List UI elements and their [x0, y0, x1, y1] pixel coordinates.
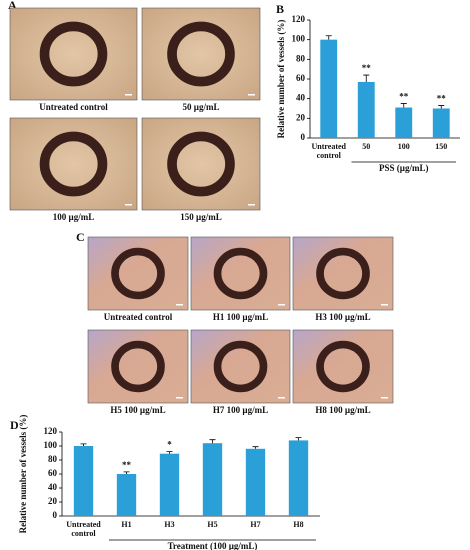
x-tick-label-text: Untreated control: [311, 142, 346, 160]
x-tick-label: H1: [121, 520, 132, 529]
y-tick-label: 0: [301, 132, 306, 142]
y-tick-label: 20: [296, 112, 306, 122]
aortic-ring: [111, 340, 165, 393]
y-axis-label: Relative number of vessels (%): [18, 415, 28, 534]
bar: [432, 108, 450, 138]
x-tick-label-text: H5: [207, 520, 218, 529]
y-tick-label: 60: [296, 73, 306, 83]
x-tick-label: 150: [435, 142, 448, 151]
bar: [288, 440, 309, 516]
scale-bar: [278, 304, 285, 306]
significance-mark: **: [399, 92, 409, 102]
aortic-ring: [111, 247, 165, 300]
significance-mark: *: [167, 440, 172, 450]
x-tick-label: H5: [207, 520, 218, 529]
x-tick-label: 100: [397, 142, 410, 151]
x-tick-label-text: H7: [250, 520, 261, 529]
significance-mark: **: [362, 63, 372, 73]
bar: [395, 107, 413, 138]
x-tick-label: H7: [250, 520, 261, 529]
bar: [357, 81, 375, 138]
image-caption: Untreated control: [104, 312, 173, 322]
aortic-ring: [39, 131, 108, 197]
error-bar: [295, 437, 302, 441]
panel-label: A: [8, 0, 17, 12]
image-caption: H7 100 µg/mL: [213, 405, 268, 415]
image-caption: H3 100 µg/mL: [315, 312, 370, 322]
y-tick-label: 0: [53, 510, 58, 520]
scale-bar: [278, 397, 285, 399]
image-caption: H1 100 µg/mL: [213, 312, 268, 322]
image-caption: H5 100 µg/mL: [110, 405, 165, 415]
x-tick-label-text: H1: [121, 520, 132, 529]
x-axis-label: Treatment (100 µg/mL): [168, 541, 258, 550]
y-tick-label: 20: [48, 496, 58, 506]
panel-label: C: [76, 230, 85, 244]
x-axis-label: PSS (µg/mL): [379, 163, 428, 173]
x-tick-label: H8: [293, 520, 304, 529]
y-tick-label: 60: [48, 468, 58, 478]
bar: [202, 443, 223, 516]
y-tick-label: 40: [296, 93, 306, 103]
scale-bar: [125, 204, 132, 206]
y-axis-label: Relative number of vessels (%): [276, 20, 286, 139]
aortic-ring: [213, 340, 268, 393]
bar: [116, 474, 137, 516]
x-tick-label-text: 100: [397, 142, 410, 151]
error-bar: [123, 471, 130, 474]
y-tick-label: 80: [296, 53, 306, 63]
significance-mark: **: [437, 94, 447, 104]
x-tick-label: 50: [362, 142, 371, 151]
scale-bar: [176, 397, 183, 399]
scale-bar: [248, 204, 255, 206]
bar: [245, 448, 266, 516]
aortic-ring: [39, 21, 108, 87]
error-bar: [325, 35, 332, 40]
y-tick-label: 120: [292, 14, 306, 24]
error-bar: [80, 443, 87, 446]
scale-bar: [176, 304, 183, 306]
panel-label: D: [10, 418, 19, 432]
significance-mark: **: [122, 460, 132, 470]
error-bar: [166, 451, 173, 454]
x-tick-label-text: Untreated control: [66, 520, 101, 538]
scale-bar: [125, 94, 132, 96]
bar: [159, 453, 180, 516]
x-tick-label-text: 150: [435, 142, 448, 151]
aortic-ring: [213, 247, 268, 300]
y-tick-label: 100: [292, 34, 306, 44]
image-caption: 100 µg/mL: [53, 212, 94, 222]
x-tick-label: Untreated control: [66, 520, 101, 538]
aortic-ring: [316, 247, 370, 300]
image-caption: 50 µg/mL: [183, 102, 220, 112]
bar: [320, 39, 338, 138]
scale-bar: [248, 94, 255, 96]
aortic-ring: [167, 21, 235, 87]
panel-label: B: [276, 2, 284, 16]
y-tick-label: 120: [44, 426, 58, 436]
x-tick-label: H3: [164, 520, 175, 529]
image-caption: Untreated control: [39, 102, 108, 112]
y-tick-label: 100: [44, 440, 58, 450]
error-bar: [252, 446, 259, 449]
y-tick-label: 40: [48, 482, 58, 492]
image-caption: H8 100 µg/mL: [315, 405, 370, 415]
y-tick-label: 80: [48, 454, 58, 464]
x-tick-label: Untreated control: [311, 142, 346, 160]
x-tick-label-text: H3: [164, 520, 175, 529]
scale-bar: [381, 304, 388, 306]
x-tick-label-text: 50: [362, 142, 371, 151]
error-bar: [209, 439, 216, 444]
bar: [73, 446, 94, 516]
error-bar: [438, 105, 445, 109]
aortic-ring: [167, 131, 235, 197]
error-bar: [363, 74, 370, 82]
image-caption: 150 µg/mL: [180, 212, 221, 222]
aortic-ring: [316, 340, 370, 393]
error-bar: [400, 103, 407, 108]
scale-bar: [381, 397, 388, 399]
x-tick-label-text: H8: [293, 520, 304, 529]
